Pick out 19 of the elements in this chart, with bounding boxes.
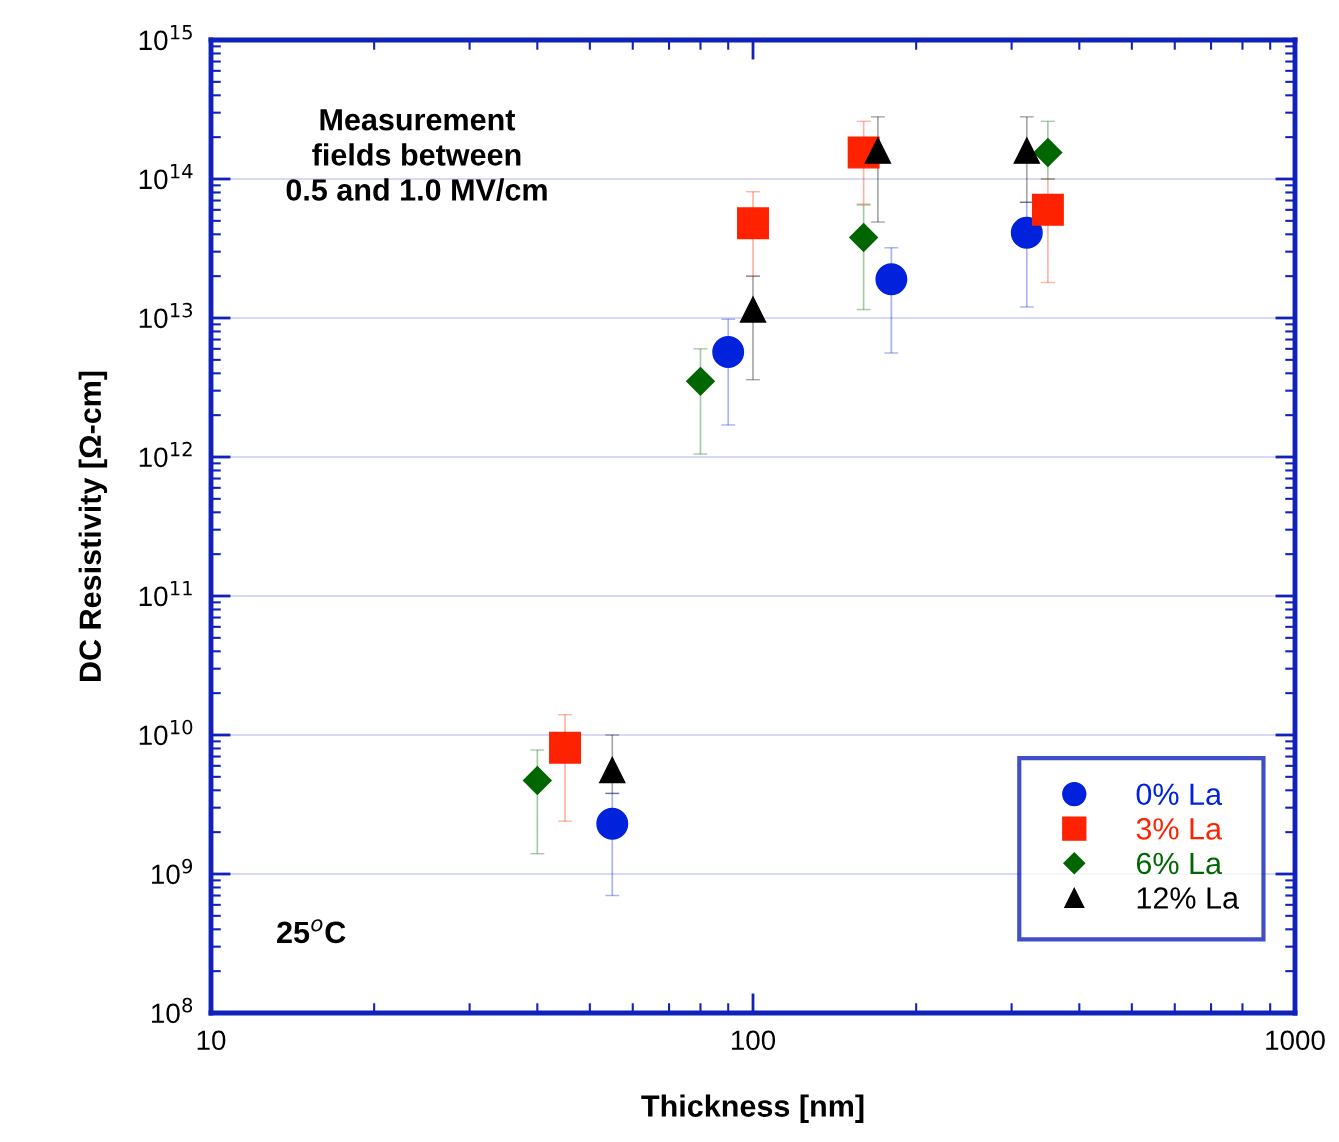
legend-label: 3% La <box>1136 818 1223 840</box>
x-tick-label: 1000 <box>1266 1030 1325 1051</box>
y-tick-label: 10$^{15}$ <box>139 25 192 51</box>
y-tick-label: 10$^{9}$ <box>152 858 193 885</box>
annotation: 25$^{o}$C <box>277 919 346 944</box>
legend-label: 0% La <box>1136 783 1223 806</box>
y-tick-label: 10$^{13}$ <box>139 302 193 329</box>
legend-label: 6% La <box>1136 852 1223 875</box>
legend-label: 12% La <box>1137 887 1240 909</box>
y-tick-label: 10$^{10}$ <box>139 719 193 746</box>
y-tick-label: 10$^{11}$ <box>139 581 192 607</box>
y-tick-label: 10$^{12}$ <box>139 441 192 468</box>
annotation: Measurement fields between 0.5 and 1.0 MV/cm <box>286 109 547 202</box>
x-tick-label: 10 <box>197 1030 226 1051</box>
x-axis-title: Thickness [nm] <box>641 1094 864 1123</box>
y-axis-title: DC Resistivity [Ω-cm] <box>78 371 108 682</box>
y-tick-label: 10$^{14}$ <box>139 164 193 190</box>
x-tick-label: 100 <box>731 1030 776 1051</box>
y-tick-label: 10$^{8}$ <box>152 997 193 1024</box>
